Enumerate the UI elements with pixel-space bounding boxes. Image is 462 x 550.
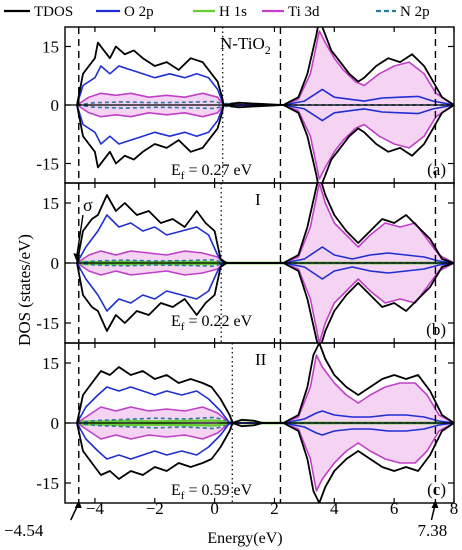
y-tick-label: 15 <box>42 354 59 373</box>
y-tick-label: -15 <box>36 314 59 333</box>
ti-3d-down-line <box>76 262 454 343</box>
annotation-label: −4.54 <box>4 521 44 540</box>
y-tick-label: 15 <box>42 38 59 57</box>
panel-c: -15 0 15 II Ef = 0.59 eV (c) <box>36 342 455 504</box>
fermi-value: = 0.27 eV <box>184 162 252 179</box>
legend-label: H 1s <box>219 4 247 20</box>
o-2p-up-line <box>76 65 454 106</box>
annotation-label: 7.38 <box>417 521 447 540</box>
x-tick-label: 6 <box>390 499 399 518</box>
legend-label: TDOS <box>34 4 73 20</box>
x-tick-label: 0 <box>210 499 219 518</box>
panel-label: (a) <box>427 160 446 179</box>
panel-b: -15 0 15 I Ef = 0.22 eV (b) σ <box>36 182 455 344</box>
ti-3d-down-line <box>76 422 454 492</box>
x-tick-label: −2 <box>146 499 164 518</box>
x-tick-label: 8 <box>450 499 459 518</box>
panel-label: (c) <box>427 480 446 499</box>
n-2p-up-line <box>76 259 454 264</box>
y-tick-label: 15 <box>42 194 59 213</box>
annotation-arrowhead <box>431 500 439 508</box>
tdos-down-line <box>76 422 454 503</box>
y-tick-label: -15 <box>36 155 59 174</box>
n-2p-up-line <box>76 416 454 424</box>
panel-title-subscript: 2 <box>265 43 271 57</box>
legend-label: O 2p <box>124 4 154 20</box>
bottom-annotations: −4.54 7.38 <box>4 500 447 540</box>
o-2p-down-line <box>76 422 454 460</box>
chart-panels: -15 0 15 N-TiO2 Ef = 0.27 eV (a) -15 0 15 I Ef = 0… <box>36 26 455 504</box>
x-tick-labels: −4 −2 0 2 4 6 8 <box>86 499 458 518</box>
y-tick-label: -15 <box>36 474 59 493</box>
legend-label: Ti 3d <box>288 4 320 20</box>
panel-title: I <box>255 190 261 209</box>
n-2p-down-line <box>76 422 454 430</box>
sigma-arrowhead <box>73 253 81 261</box>
ti-3d-up-line <box>76 30 454 106</box>
sigma-arrow <box>75 214 84 260</box>
y-axis-label: DOS (states/eV) <box>15 234 34 346</box>
panel-title: N-TiO2 <box>220 34 271 57</box>
x-tick-label: 4 <box>330 499 339 518</box>
ti-3d-up-line <box>76 354 454 424</box>
fermi-subscript: f <box>181 490 185 502</box>
fermi-value: = 0.59 eV <box>184 482 252 499</box>
x-tick-label: 2 <box>270 499 279 518</box>
n-2p-down-line <box>76 104 454 110</box>
chart-legend: TDOS O 2p H 1s Ti 3d N 2p <box>4 4 430 20</box>
panel-label: (b) <box>426 320 446 339</box>
n-2p-down-line <box>76 262 454 267</box>
n-2p-up-line <box>76 100 454 106</box>
annotation-arrowhead <box>74 500 82 508</box>
ti-3d-up-line <box>76 183 454 264</box>
y-tick-label: 0 <box>51 96 60 115</box>
tdos-down-line <box>76 104 454 183</box>
tdos-up-line <box>76 343 454 424</box>
x-axis-label: Energy(eV) <box>207 530 282 547</box>
fermi-subscript: f <box>181 170 185 182</box>
y-tick-label: 0 <box>51 254 60 273</box>
ti-3d-down-line <box>76 104 454 180</box>
y-tick-label: 0 <box>51 414 60 433</box>
panel-title: II <box>255 350 267 369</box>
o-2p-down-line <box>76 104 454 145</box>
fermi-value: = 0.22 eV <box>184 313 252 330</box>
legend-label: N 2p <box>400 4 430 20</box>
fermi-subscript: f <box>181 321 185 333</box>
fermi-label: Ef = 0.59 eV <box>171 482 253 502</box>
fermi-label: Ef = 0.27 eV <box>171 162 253 182</box>
tdos-up-line <box>76 27 454 106</box>
panel-a: -15 0 15 N-TiO2 Ef = 0.27 eV (a) <box>36 26 455 184</box>
sigma-label: σ <box>83 195 93 215</box>
fermi-label: Ef = 0.22 eV <box>171 313 253 333</box>
x-tick-label: −4 <box>86 499 105 518</box>
o-2p-up-line <box>76 386 454 424</box>
